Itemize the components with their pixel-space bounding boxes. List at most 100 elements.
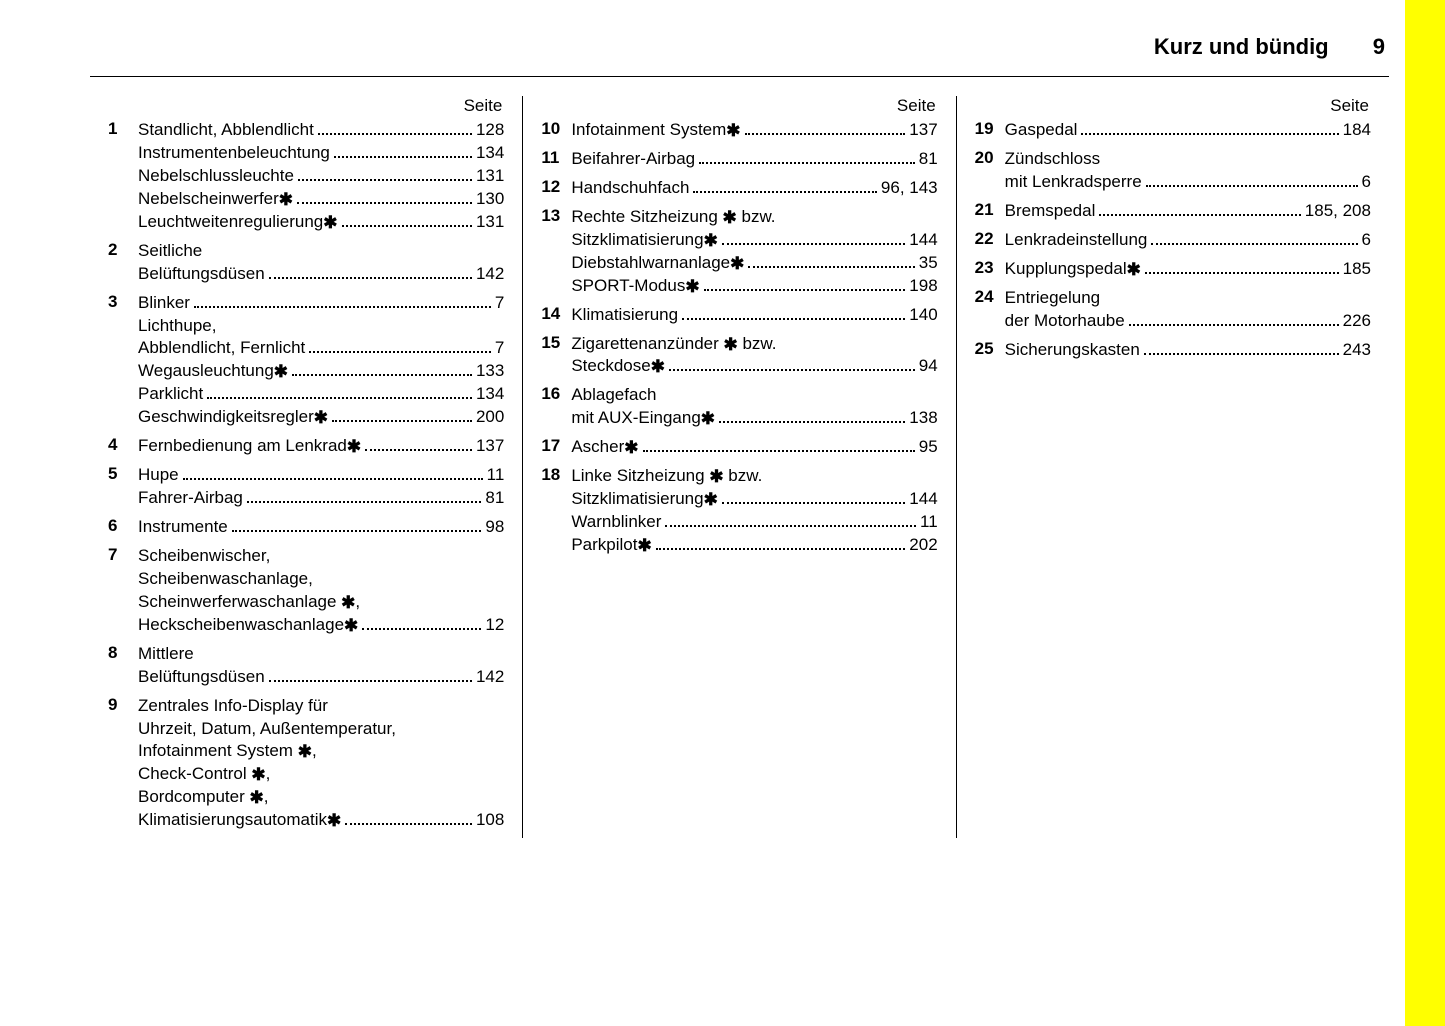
index-columns: Seite1Standlicht, Abblendlicht128Instrum…	[90, 96, 1389, 838]
entry-label: Zentrales Info-Display für	[138, 696, 328, 715]
entry-number: 11	[541, 148, 571, 168]
entry-number: 16	[541, 384, 571, 404]
entry-label: Entriegelung	[1005, 288, 1100, 307]
entry-label: Abblendlicht, Fernlicht	[138, 337, 305, 360]
entry-page: 144	[909, 488, 937, 511]
index-column: Seite1Standlicht, Abblendlicht128Instrum…	[90, 96, 522, 838]
entry-page: 137	[909, 119, 937, 142]
entry-line: Zigarettenanzünder ✱ bzw.	[571, 333, 937, 356]
entry-trail: ,	[264, 787, 269, 806]
leader-dots	[719, 411, 905, 424]
entry-page: 137	[476, 435, 504, 458]
entry-label: Blinker	[138, 292, 190, 315]
entry-number: 23	[975, 258, 1005, 278]
index-entry: 6Instrumente98	[108, 516, 504, 539]
entry-label: Lichthupe,	[138, 316, 216, 335]
index-entry: 5Hupe11Fahrer-Airbag81	[108, 464, 504, 510]
entry-label: Check-Control	[138, 764, 251, 783]
entry-page: 81	[919, 148, 938, 171]
entry-number: 5	[108, 464, 138, 484]
side-tab	[1405, 0, 1445, 1026]
entry-label: Instrumentenbeleuchtung	[138, 142, 330, 165]
star-icon: ✱	[347, 436, 361, 459]
entry-page: 243	[1343, 339, 1371, 362]
entry-body: Zentrales Info-Display fürUhrzeit, Datum…	[138, 695, 504, 833]
entry-label: Bordcomputer	[138, 787, 250, 806]
entry-body: Instrumente98	[138, 516, 504, 539]
column-header: Seite	[975, 96, 1371, 116]
entry-label: Bremspedal	[1005, 200, 1096, 223]
entry-label: Infotainment System	[138, 741, 298, 760]
entry-page: 6	[1362, 229, 1371, 252]
entry-line: Nebelschlussleuchte131	[138, 165, 504, 188]
entry-label: SPORT-Modus	[571, 275, 685, 298]
entry-line: Klimatisierung140	[571, 304, 937, 327]
star-icon: ✱	[341, 593, 355, 612]
entry-line: Hupe11	[138, 464, 504, 487]
column-header: Seite	[541, 96, 937, 116]
star-icon: ✱	[251, 765, 265, 784]
entry-line: Linke Sitzheizung ✱ bzw.	[571, 465, 937, 488]
entry-line: Fahrer-Airbag81	[138, 487, 504, 510]
page-header: Kurz und bündig 9	[1154, 34, 1385, 60]
star-icon: ✱	[701, 408, 715, 431]
leader-dots	[207, 387, 472, 400]
entry-line: Parkpilot ✱202	[571, 534, 937, 557]
entry-line: Belüftungsdüsen142	[138, 666, 504, 689]
star-icon: ✱	[279, 189, 293, 212]
entry-line: Infotainment System ✱,	[138, 740, 504, 763]
leader-dots	[1144, 342, 1339, 355]
entry-page: 131	[476, 165, 504, 188]
leader-dots	[362, 617, 481, 630]
entry-label: Warnblinker	[571, 511, 661, 534]
entry-line: Sicherungskasten243	[1005, 339, 1371, 362]
entry-page: 142	[476, 666, 504, 689]
leader-dots	[1146, 174, 1358, 187]
entry-line: Standlicht, Abblendlicht128	[138, 119, 504, 142]
star-icon: ✱	[685, 276, 699, 299]
leader-dots	[1145, 261, 1339, 274]
entry-label: Lenkradeinstellung	[1005, 229, 1148, 252]
entry-page: 98	[485, 516, 504, 539]
entry-body: Ablagefachmit AUX-Eingang ✱138	[571, 384, 937, 430]
entry-body: Zigarettenanzünder ✱ bzw.Steckdose ✱94	[571, 333, 937, 379]
leader-dots	[693, 180, 876, 193]
entry-label: Parkpilot	[571, 534, 637, 557]
leader-dots	[269, 669, 472, 682]
leader-dots	[1099, 203, 1300, 216]
entry-number: 15	[541, 333, 571, 353]
index-entry: 23Kupplungspedal ✱185	[975, 258, 1371, 281]
leader-dots	[1081, 122, 1338, 135]
entry-label: Linke Sitzheizung	[571, 466, 709, 485]
entry-page: 144	[909, 229, 937, 252]
entry-label: mit AUX-Eingang	[571, 407, 700, 430]
entry-number: 7	[108, 545, 138, 565]
entry-line: Handschuhfach96, 143	[571, 177, 937, 200]
star-icon: ✱	[298, 742, 312, 761]
entry-label: Diebstahlwarnanlage	[571, 252, 730, 275]
entry-line: Instrumente98	[138, 516, 504, 539]
entry-line: Seitliche	[138, 240, 504, 263]
entry-page: 134	[476, 142, 504, 165]
entry-label: Standlicht, Abblendlicht	[138, 119, 314, 142]
leader-dots	[1151, 232, 1357, 245]
index-entry: 11Beifahrer-Airbag81	[541, 148, 937, 171]
leader-dots	[309, 341, 491, 354]
star-icon: ✱	[723, 208, 737, 227]
entry-label: der Motorhaube	[1005, 310, 1125, 333]
entry-line: Zündschloss	[1005, 148, 1371, 171]
entry-label: Infotainment System	[571, 119, 726, 142]
entry-number: 1	[108, 119, 138, 139]
entry-line: Check-Control ✱,	[138, 763, 504, 786]
entry-page: 185, 208	[1305, 200, 1371, 223]
entry-line: Mittlere	[138, 643, 504, 666]
leader-dots	[704, 278, 906, 291]
entry-line: Gaspedal184	[1005, 119, 1371, 142]
entry-page: 142	[476, 263, 504, 286]
leader-dots	[194, 295, 491, 308]
star-icon: ✱	[637, 535, 651, 558]
entry-label: Scheibenwaschanlage,	[138, 569, 313, 588]
leader-dots	[699, 151, 915, 164]
page: Kurz und bündig 9 Seite1Standlicht, Abbl…	[0, 0, 1445, 1026]
entry-body: Hupe11Fahrer-Airbag81	[138, 464, 504, 510]
